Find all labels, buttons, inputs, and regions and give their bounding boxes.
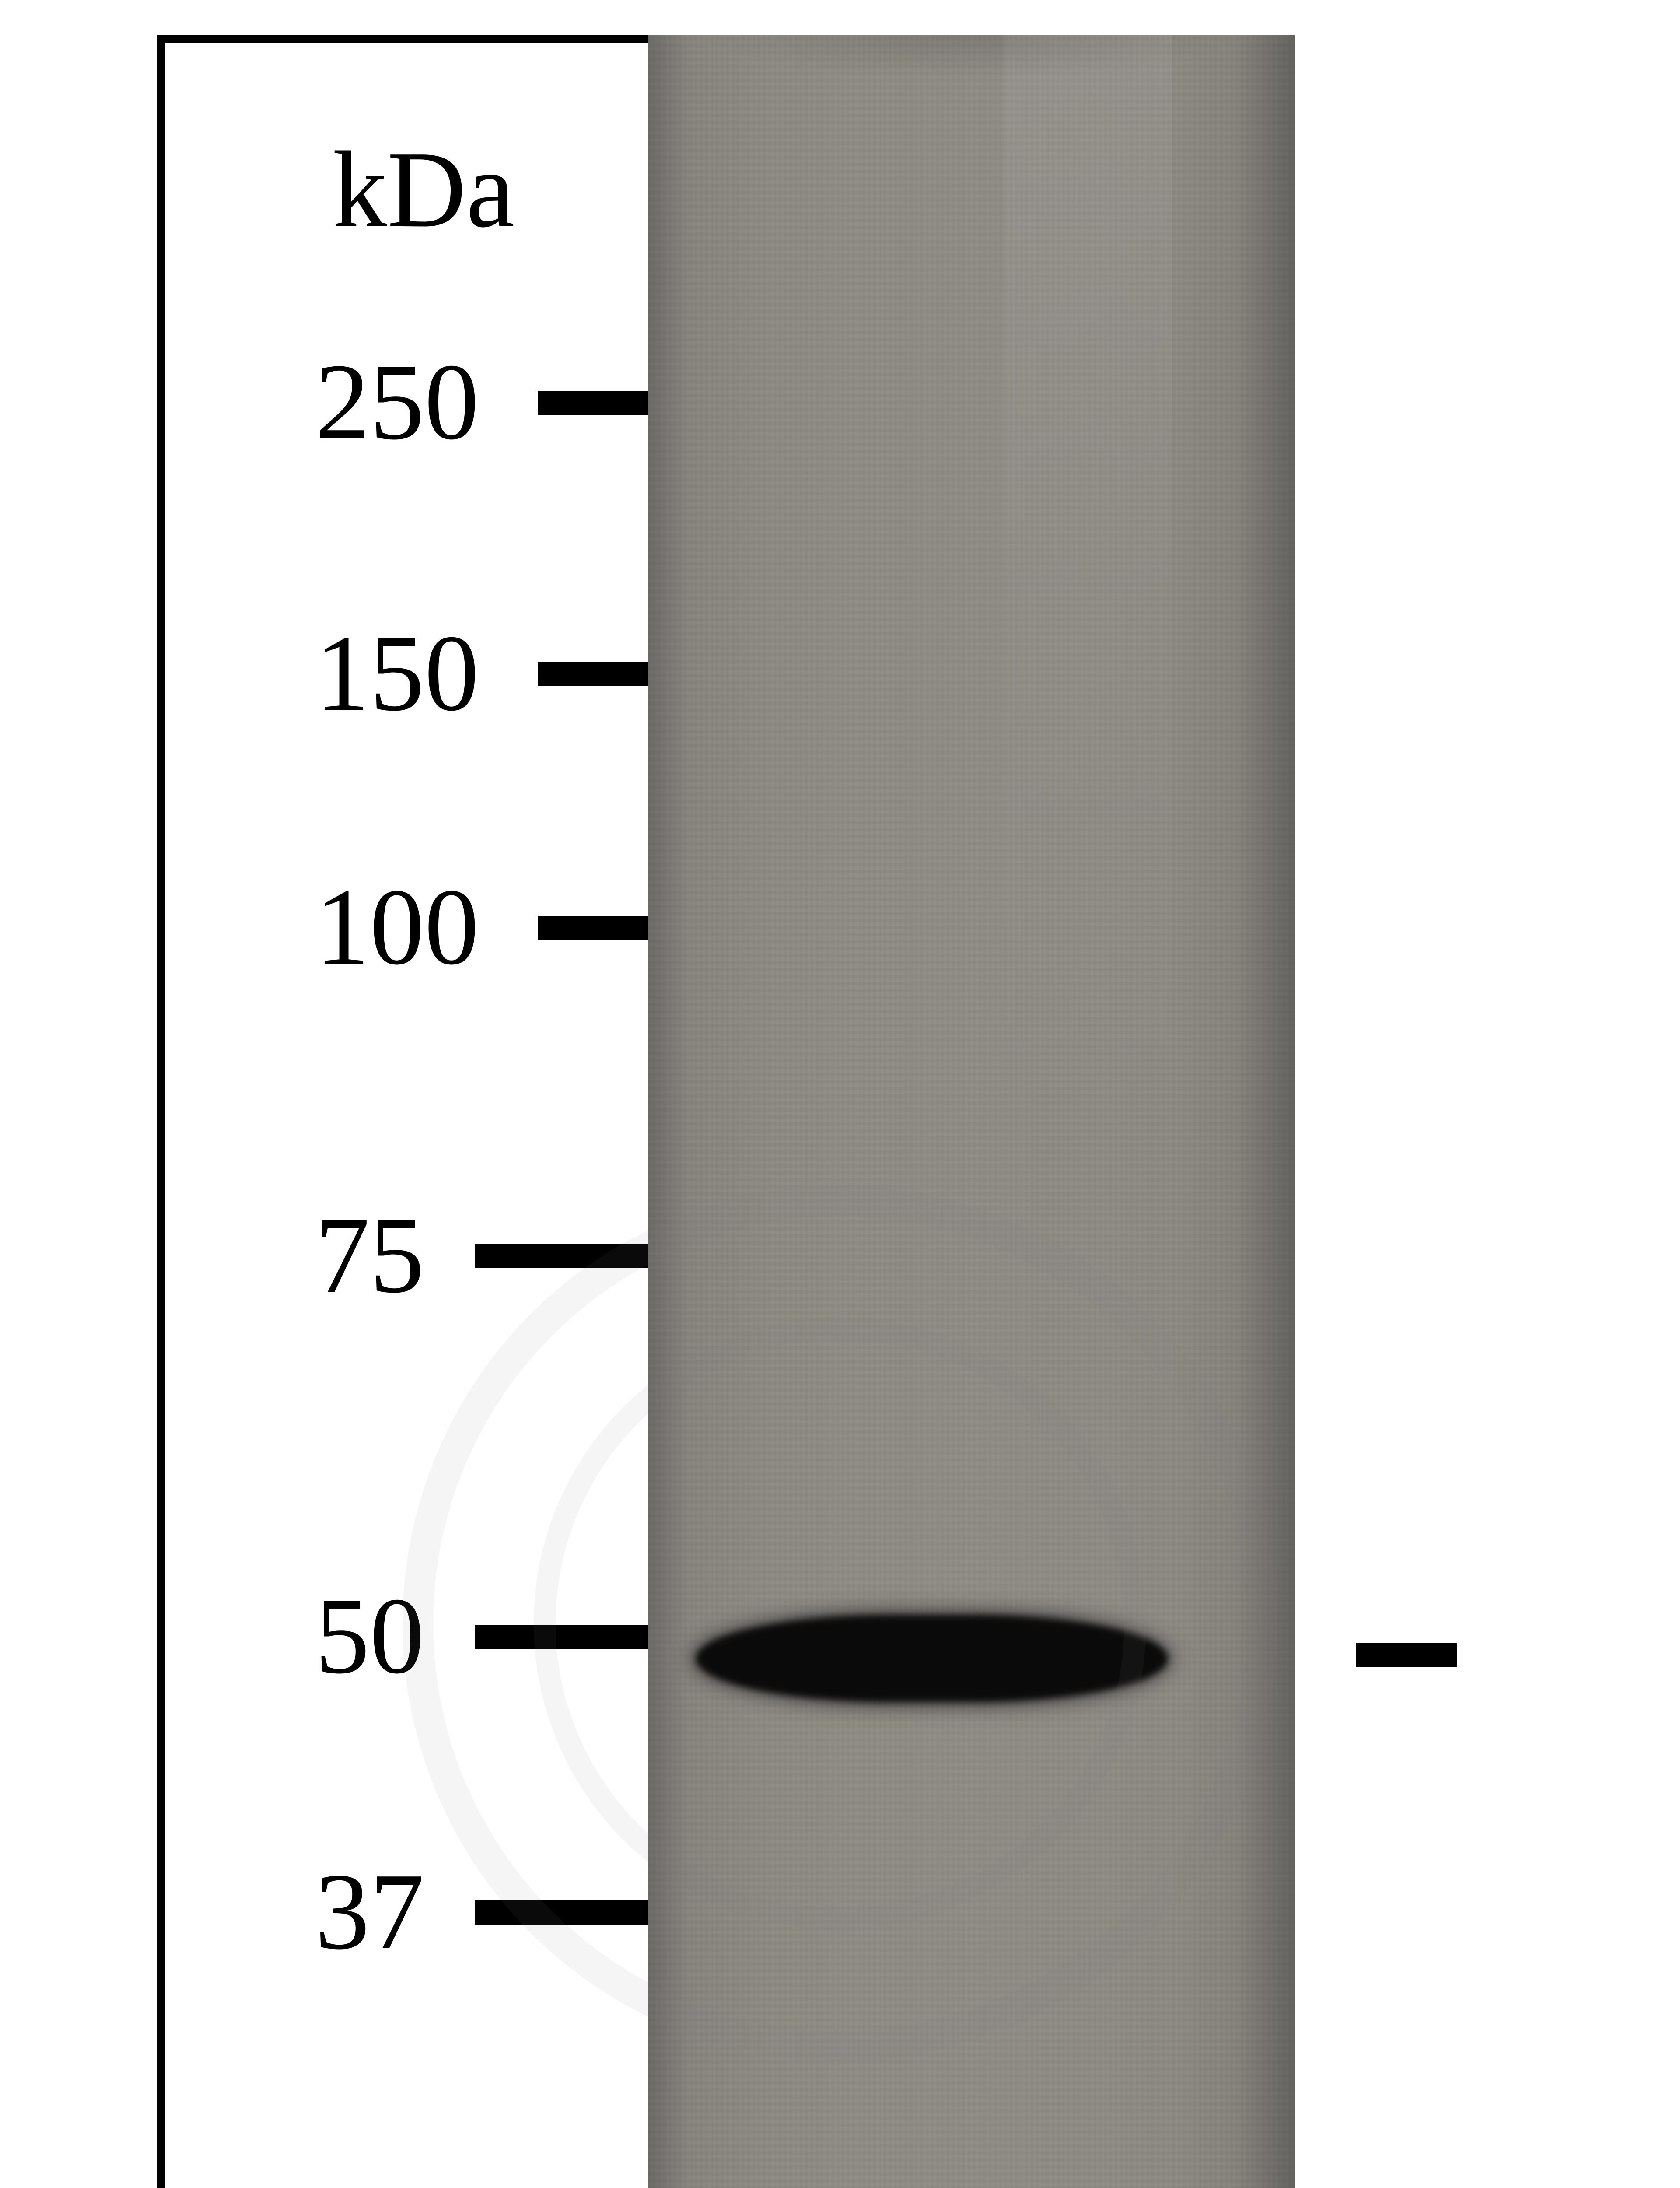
marker-tick-100 xyxy=(538,916,648,940)
unit-label: kDa xyxy=(332,127,515,253)
band-indicator xyxy=(1356,1643,1457,1667)
marker-label-250: 250 xyxy=(315,339,479,465)
gel-lane xyxy=(648,35,1295,2188)
marker-tick-50 xyxy=(475,1625,648,1649)
marker-label-100: 100 xyxy=(315,864,479,990)
marker-tick-250 xyxy=(538,391,648,415)
marker-tick-150 xyxy=(538,662,648,686)
lane-texture xyxy=(648,35,1295,2188)
marker-tick-37 xyxy=(475,1900,648,1925)
marker-label-37: 37 xyxy=(315,1849,424,1975)
marker-label-75: 75 xyxy=(315,1192,424,1318)
figure-container: kDa 250150100755037252015 xyxy=(0,0,1680,2188)
marker-tick-75 xyxy=(475,1244,648,1268)
lane-edge-shadow-left xyxy=(648,35,687,2188)
marker-label-50: 50 xyxy=(315,1573,424,1699)
marker-label-150: 150 xyxy=(315,610,479,736)
lane-edge-shadow-right xyxy=(1234,35,1295,2188)
lane-top-smile xyxy=(648,35,1295,114)
protein-band xyxy=(696,1615,1168,1702)
